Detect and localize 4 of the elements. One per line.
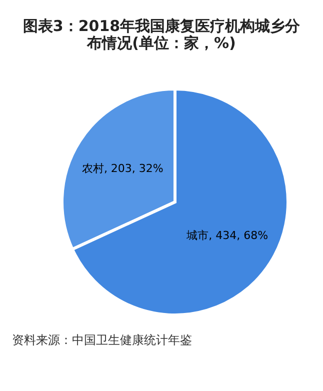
- chart-title: 图表3：2018年我国康复医疗机构城乡分布情况(单位：家，%): [22, 16, 302, 52]
- slice-label: 农村, 203, 32%: [82, 162, 164, 175]
- slice-label: 城市, 434, 68%: [186, 229, 268, 242]
- text: 资料来源：中国卫生健康统计年鉴: [11, 332, 193, 349]
